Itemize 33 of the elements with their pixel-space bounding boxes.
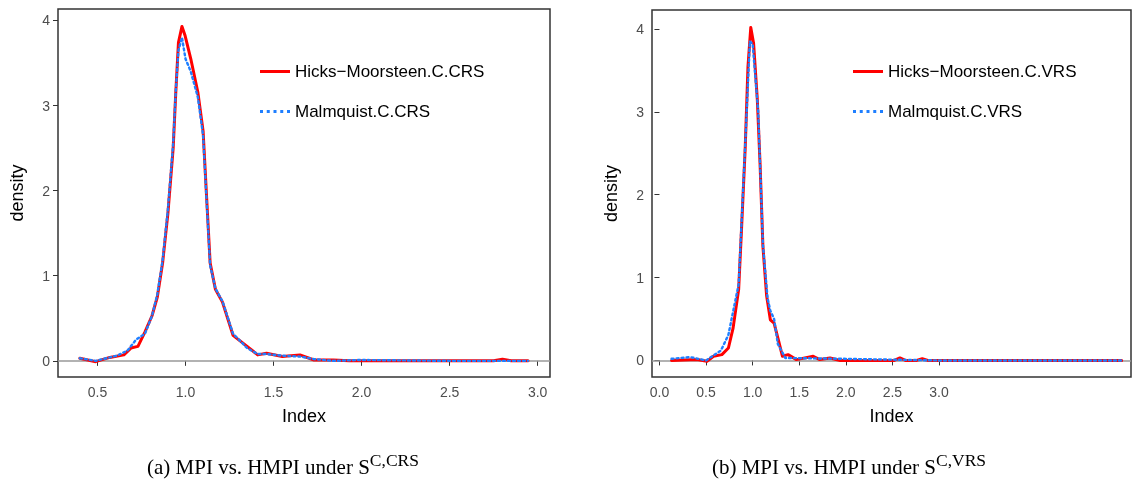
x-tick-label: 3.0 bbox=[929, 384, 949, 400]
y-axis-title: density bbox=[7, 164, 27, 222]
y-axis-title: density bbox=[601, 164, 621, 223]
y-tick-label: 1 bbox=[42, 267, 51, 284]
x-tick-label: 0.0 bbox=[649, 384, 670, 400]
x-tick-label: 2.5 bbox=[882, 384, 903, 400]
y-tick-label: 1 bbox=[636, 269, 645, 286]
x-tick-label: 0.5 bbox=[87, 384, 108, 400]
text: (a) MPI vs. HMPI under S$^{C,CRS}$ bbox=[146, 450, 420, 480]
legend-label: Hicks−Moorsteen.C.VRS bbox=[888, 62, 1077, 81]
text: (b) MPI vs. HMPI under S$^{C,VRS}$ bbox=[710, 450, 988, 480]
x-tick-label: 2.0 bbox=[351, 384, 372, 400]
x-tick-label: 2.5 bbox=[439, 384, 460, 400]
x-axis-title: Index bbox=[869, 406, 914, 426]
x-axis-title: Index bbox=[281, 406, 327, 426]
x-tick-label: 0.5 bbox=[696, 384, 716, 400]
legend-label: Malmquist.C.VRS bbox=[888, 102, 1023, 121]
y-tick-label: 4 bbox=[636, 21, 645, 38]
y-tick-label: 0 bbox=[636, 352, 645, 369]
y-tick-label: 3 bbox=[636, 103, 645, 120]
y-tick-label: 2 bbox=[636, 186, 645, 203]
x-tick-label: 1.5 bbox=[263, 384, 284, 400]
x-tick-label: 1.5 bbox=[789, 384, 810, 400]
x-tick-label: 2.0 bbox=[836, 384, 856, 400]
legend-label: Hicks−Moorsteen.C.CRS bbox=[295, 62, 485, 81]
y-tick-label: 2 bbox=[42, 182, 51, 199]
x-tick-label: 1.0 bbox=[742, 384, 763, 400]
legend-label: Malmquist.C.CRS bbox=[295, 102, 431, 121]
x-tick-label: 1.0 bbox=[175, 384, 196, 400]
x-tick-label: 3.0 bbox=[527, 384, 548, 400]
y-tick-label: 0 bbox=[42, 352, 51, 369]
y-tick-label: 4 bbox=[42, 12, 51, 29]
y-tick-label: 3 bbox=[42, 97, 51, 114]
